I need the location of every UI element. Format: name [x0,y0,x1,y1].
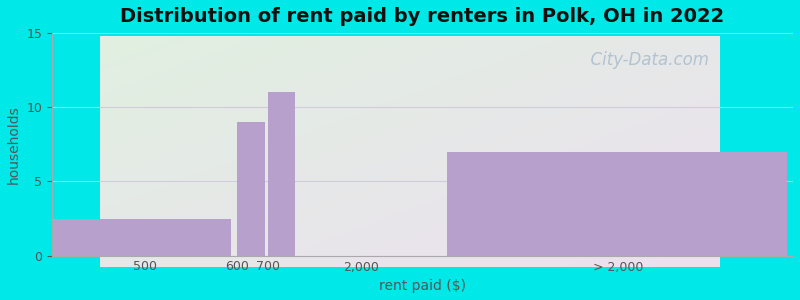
Bar [447,152,787,256]
X-axis label: rent paid ($): rent paid ($) [379,279,466,293]
Text: City-Data.com: City-Data.com [580,51,710,69]
Bar [52,218,231,256]
Bar [238,122,265,256]
Y-axis label: households: households [7,105,21,184]
Title: Distribution of rent paid by renters in Polk, OH in 2022: Distribution of rent paid by renters in … [121,7,725,26]
Bar [268,92,295,256]
